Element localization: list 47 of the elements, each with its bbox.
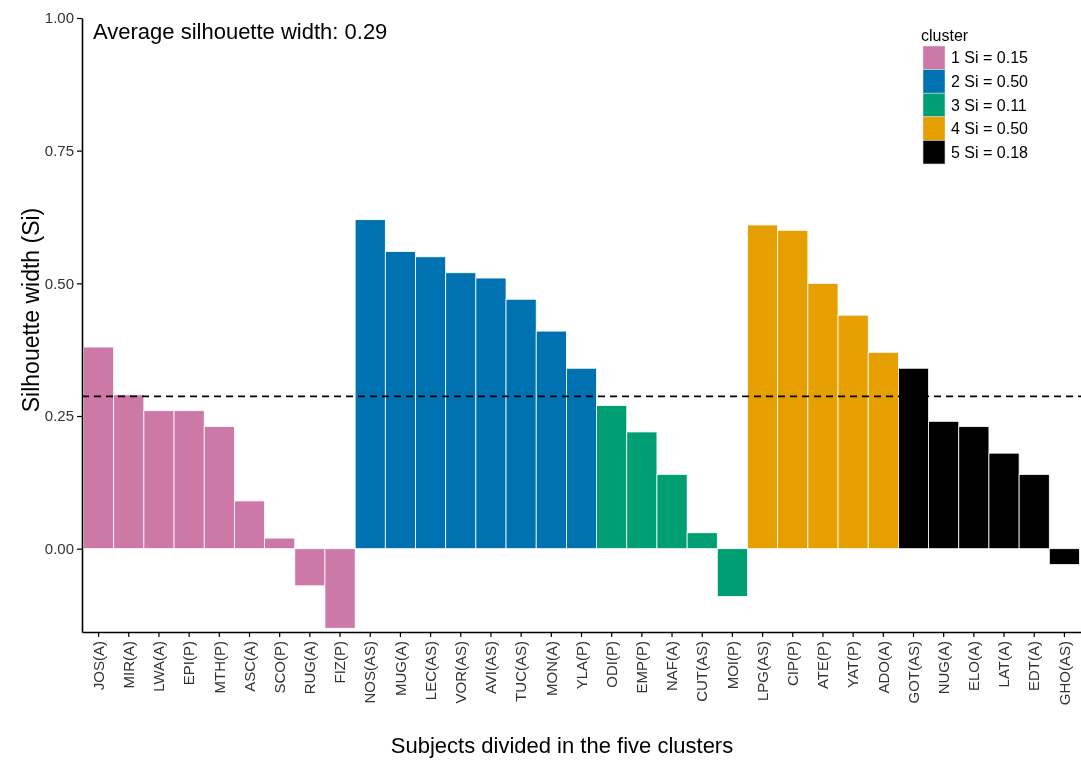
x-tick-label: TUC(AS)	[512, 641, 530, 702]
y-tick-label: 0.75	[44, 141, 74, 159]
x-tick-label: CIP(P)	[784, 641, 802, 686]
legend-title: cluster	[921, 27, 969, 44]
x-tick-label: MIR(A)	[120, 641, 138, 689]
y-tick-label: 0.50	[44, 274, 74, 292]
y-tick-label: 0.25	[44, 407, 74, 425]
x-tick-label: FIZ(P)	[331, 641, 349, 684]
x-tick-label: RUG(A)	[301, 641, 319, 695]
x-tick-label: CUT(AS)	[693, 641, 711, 702]
x-tick-label: LPG(AS)	[753, 641, 771, 702]
legend-label: 3 Si = 0.11	[951, 96, 1027, 114]
x-tick-label: AVI(AS)	[482, 641, 500, 695]
x-tick-label: LAT(A)	[995, 641, 1013, 688]
x-tick-label: LWA(A)	[150, 641, 168, 692]
x-tick-label: EPI(P)	[180, 641, 198, 686]
x-tick-label: MUG(A)	[391, 641, 409, 696]
x-tick-label: YLA(P)	[572, 641, 590, 690]
x-tick-label: ATE(P)	[814, 641, 832, 690]
x-tick-label: ASC(A)	[240, 641, 258, 692]
x-tick-label: JOS(A)	[89, 641, 107, 691]
x-tick-label: NUG(A)	[934, 641, 952, 695]
x-tick-label: SCO(P)	[270, 641, 288, 694]
x-tick-label: GHO(AS)	[1055, 641, 1073, 706]
x-tick-label: MTH(P)	[210, 641, 228, 694]
legend-label: 2 Si = 0.50	[951, 73, 1029, 90]
legend-label: 4 Si = 0.50	[951, 120, 1029, 138]
y-tick-label: 0.00	[44, 539, 74, 557]
y-axis-title: Silhouette width (Si)	[18, 207, 44, 413]
x-tick-label: EDT(A)	[1025, 641, 1043, 691]
x-tick-label: ODI(P)	[602, 641, 620, 688]
x-tick-label: MOI(P)	[723, 641, 741, 690]
legend-label: 1 Si = 0.15	[951, 49, 1029, 67]
chart-title: Average silhouette width: 0.29	[93, 19, 388, 44]
legend-label: 5 Si = 0.18	[951, 143, 1029, 161]
x-tick-label: MON(A)	[542, 641, 560, 696]
x-tick-label: ADO(A)	[874, 641, 892, 694]
x-tick-label: NAF(A)	[663, 641, 681, 691]
x-tick-label: ELO(A)	[965, 641, 983, 692]
x-tick-label: NOS(AS)	[361, 641, 379, 704]
x-tick-label: GOT(AS)	[904, 641, 922, 704]
x-tick-label: VOR(AS)	[452, 641, 470, 704]
y-tick-label: 1.00	[44, 9, 74, 27]
x-axis-title: Subjects divided in the five clusters	[390, 733, 734, 758]
x-tick-label: EMP(P)	[633, 641, 651, 694]
x-tick-label: LEC(AS)	[421, 641, 439, 701]
x-tick-label: YAT(P)	[844, 641, 862, 688]
